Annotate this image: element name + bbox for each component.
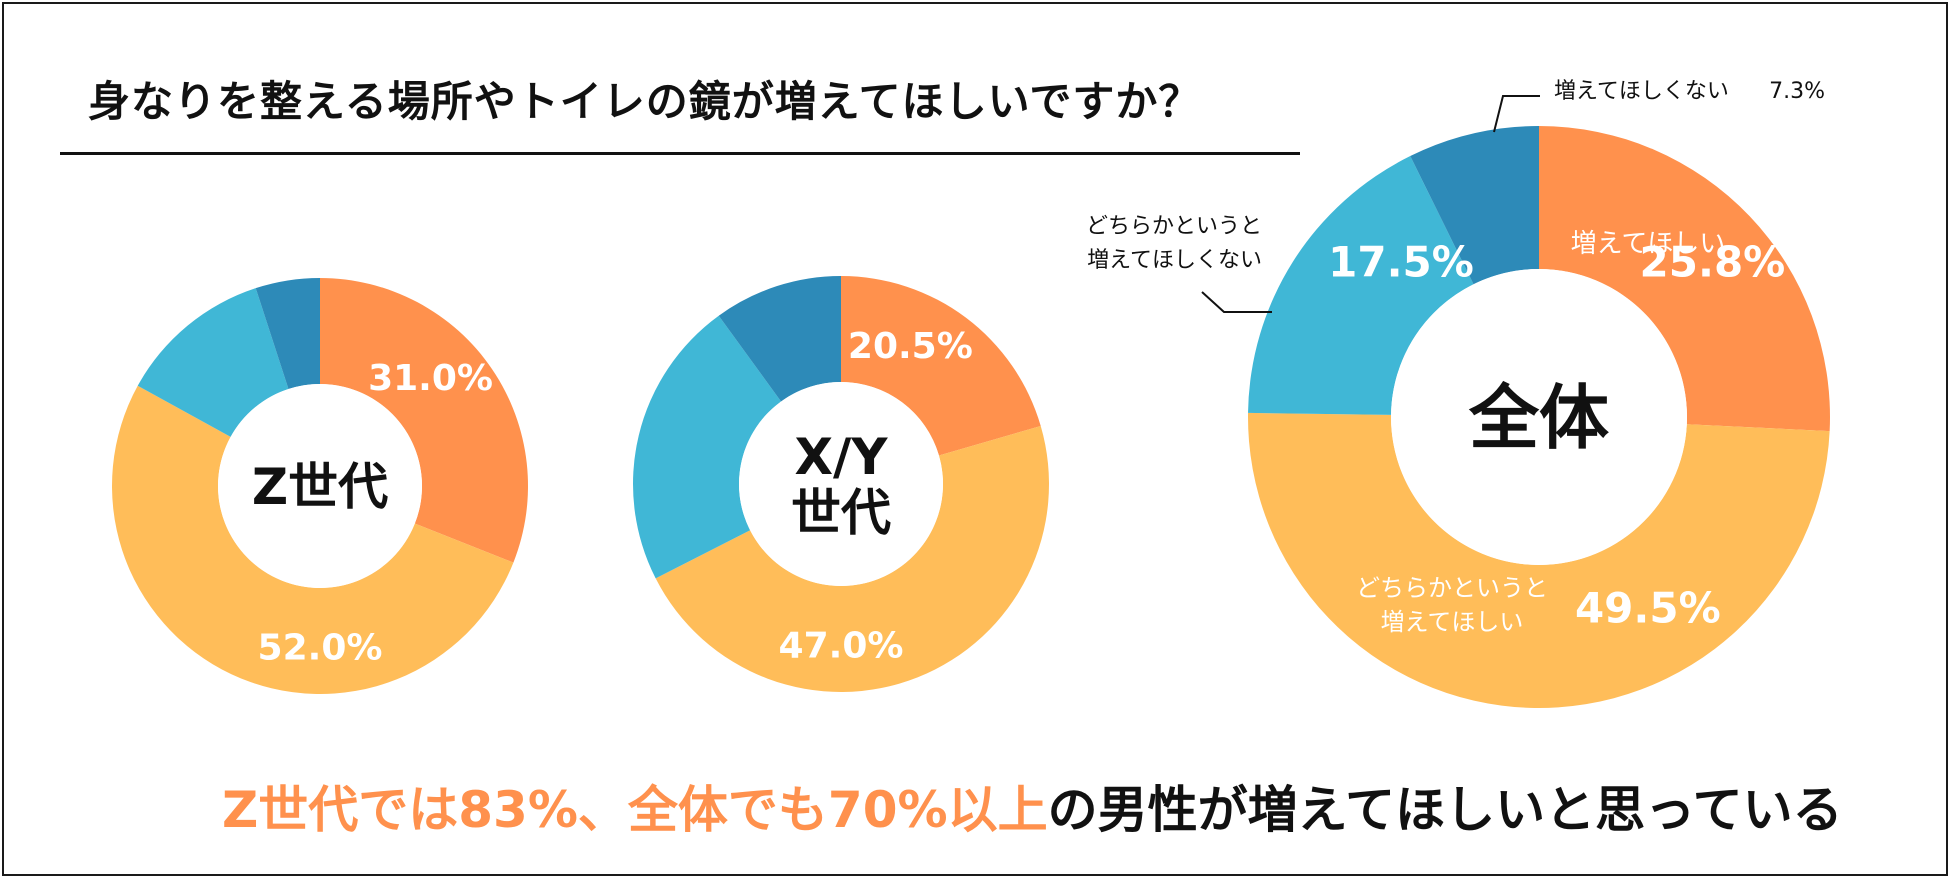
overall-center-hole — [1391, 269, 1687, 565]
overall-value-label: 49.5% — [1575, 583, 1721, 632]
overall-segment-somewhat-not — [1248, 156, 1474, 415]
gen-xy-segment-want — [841, 276, 1041, 456]
donut-chart-gen-z: Z世代 31.0% 52.0% — [112, 278, 528, 694]
overall-value-label-not-want: 7.3% — [1769, 79, 1825, 104]
leader-line-somewhat-not — [1201, 291, 1272, 313]
overall-category-label-somewhat-want: どちらかというと — [1356, 574, 1548, 602]
title-underline — [60, 152, 1300, 155]
gen-z-segment-somewhat-not — [137, 288, 289, 437]
overall-category-label-somewhat-not: どちらかというと — [1086, 214, 1262, 239]
gen-z-center-hole — [218, 384, 422, 588]
summary-text: Z世代では83%、全体でも70%以上の男性が増えてほしいと思っている — [222, 770, 1843, 842]
gen-z-center-label: Z世代 — [252, 458, 388, 516]
gen-xy-center-label: 世代 — [791, 484, 891, 542]
summary-rest: の男性が増えてほしいと思っている — [1047, 781, 1843, 839]
summary-highlight: Z世代では83%、全体でも70%以上 — [222, 781, 1048, 839]
donut-chart-overall: 全体 25.8% 49.5% 17.5% — [1248, 126, 1830, 708]
gen-xy-segment-somewhat-want — [655, 425, 1049, 692]
overall-value-label: 25.8% — [1640, 238, 1786, 287]
overall-category-label-not-want: 増えてほしくない — [1554, 79, 1729, 104]
chart-annotations: 増えてほしいどちらかというと増えてほしいどちらかというと増えてほしくない増えてほ… — [1086, 79, 1825, 636]
overall-category-label-somewhat-want: 増えてほしい — [1381, 608, 1524, 636]
gen-xy-value-label: 47.0% — [779, 626, 904, 667]
page-title: 身なりを整える場所やトイレの鏡が増えてほしいですか？ — [88, 77, 1202, 126]
overall-value-label: 17.5% — [1328, 238, 1474, 287]
gen-z-value-label: 52.0% — [258, 628, 383, 669]
gen-xy-center-label: X/Y — [794, 428, 888, 486]
gen-z-segment-somewhat-want — [112, 385, 514, 694]
gen-z-value-label: 31.0% — [368, 358, 493, 399]
donut-chart-gen-xy: X/Y世代 20.5% 47.0% — [633, 276, 1049, 692]
gen-xy-segment-not-want — [718, 276, 841, 402]
overall-segment-somewhat-want — [1248, 412, 1830, 708]
gen-z-segment-not-want — [255, 278, 320, 389]
overall-category-label-want: 増えてほしい — [1571, 229, 1726, 259]
leader-line-not-want — [1493, 95, 1540, 133]
gen-z-segment-want — [320, 278, 528, 563]
overall-segment-not-want — [1410, 126, 1539, 285]
overall-center-label: 全体 — [1468, 377, 1609, 459]
overall-segment-want — [1539, 126, 1830, 432]
gen-xy-value-label: 20.5% — [848, 326, 973, 367]
overall-category-label-somewhat-not: 増えてほしくない — [1087, 248, 1262, 273]
gen-xy-segment-somewhat-not — [633, 315, 782, 579]
gen-xy-center-hole — [739, 382, 943, 586]
